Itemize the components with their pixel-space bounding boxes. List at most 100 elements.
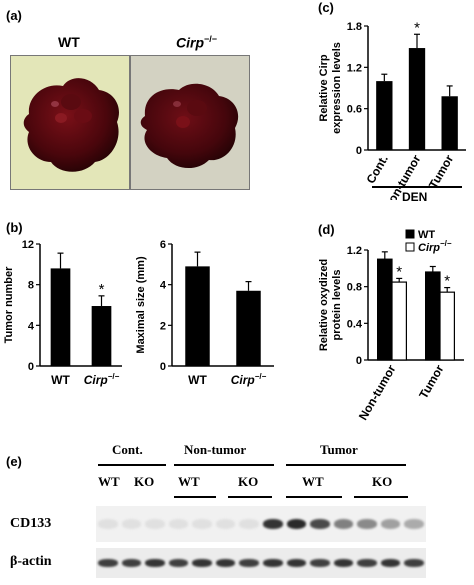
c-ytick-label-3: 1.8: [347, 21, 362, 33]
b-left-bar-1: [91, 306, 112, 366]
d-xtick-label-1: Tumor: [416, 362, 447, 401]
den-bracket-line: [372, 186, 462, 188]
subheader-cont-wt: WT: [98, 474, 120, 489]
panel-b-label: (b): [6, 220, 23, 235]
d-bar-1-0: [424, 271, 441, 361]
c-ylabel-1: expression levels: [331, 42, 343, 134]
cd133-band: [215, 519, 236, 529]
d-legend-label-0: WT: [418, 229, 435, 241]
c-sig-1: *: [414, 19, 420, 36]
cd133-band: [239, 519, 259, 529]
actin-band: [333, 559, 354, 567]
cd133-band: [404, 519, 424, 529]
ko-liver-image: [140, 83, 239, 169]
cd133-band: [357, 519, 377, 529]
b-left-ylabel-0: Tumor number: [3, 266, 15, 344]
max-size-chart: 0 2 4 6 Maximal size (mm) WT Cirp−/−: [135, 239, 274, 387]
c-ytick-label-2: 1.2: [347, 62, 362, 74]
ko-liver-photo: [130, 55, 250, 190]
d-ytick-label-1: 0.4: [347, 318, 363, 330]
cd133-band: [263, 519, 283, 529]
actin-band: [404, 559, 424, 567]
cd133-band: [333, 519, 354, 529]
actin-band: [357, 559, 377, 567]
cd133-band: [121, 519, 142, 529]
subheader-nt-ko: KO: [238, 474, 259, 489]
b-left-xtick-label-0: WT: [51, 373, 70, 387]
actin-band: [263, 559, 283, 567]
actin-band: [310, 559, 330, 567]
b-left-ytick-label-3: 12: [22, 239, 34, 251]
ko-photo-label-gene: Cirp: [176, 34, 204, 51]
d-sig-1: *: [444, 273, 450, 290]
cd133-band: [380, 519, 401, 529]
subheader-t-ko: KO: [372, 474, 393, 489]
c-xtick-label-0: Cont.: [363, 153, 390, 187]
cd133-band: [168, 519, 189, 529]
ko-photo-label: Cirp−/−: [176, 34, 217, 51]
c-bar-1: [408, 48, 426, 150]
b-right-ytick-label-2: 4: [160, 280, 167, 292]
subline-t-wt: [286, 496, 342, 498]
actin-band: [239, 559, 259, 567]
b-left-bar-0: [50, 268, 71, 366]
b-right-bar-0: [185, 266, 210, 366]
subheader-t-wt: WT: [302, 474, 324, 489]
actin-band: [168, 559, 189, 567]
cd133-band: [286, 519, 307, 529]
wt-liver-image: [23, 78, 119, 172]
b-right-ylabel-0: Maximal size (mm): [135, 256, 147, 354]
b-left-xtick-label-1: Cirp−/−: [84, 372, 120, 387]
panel-e-label: (e): [6, 454, 22, 469]
b-right-ytick-label-1: 2: [160, 320, 166, 332]
d-ylabel-1: protein levels: [331, 270, 343, 341]
den-label: DEN: [402, 190, 428, 204]
panel-d-label: (d): [318, 222, 335, 237]
actin-band: [98, 559, 118, 567]
b-left-sig-1: *: [99, 281, 105, 298]
panel-c-label: (c): [318, 0, 334, 15]
ko-photo-label-sup: −/−: [204, 34, 218, 44]
actin-band: [215, 559, 236, 567]
d-bar-1-1: [439, 291, 455, 361]
subheader-nt-wt: WT: [178, 474, 200, 489]
c-ytick-label-1: 0.6: [347, 104, 362, 116]
b-left-ytick-label-1: 4: [28, 320, 35, 332]
b-left-ytick-label-2: 8: [28, 280, 34, 292]
header-line-cont: [98, 464, 166, 466]
actin-band: [145, 559, 165, 567]
d-ytick-label-0: 0: [356, 355, 362, 367]
wt-liver-photo: [10, 55, 130, 190]
actin-band: [286, 559, 307, 567]
cd133-band: [145, 519, 165, 529]
b-right-bar-1: [236, 290, 261, 366]
d-legend-swatch-0: [405, 229, 415, 239]
cirp-expression-chart: 0 0.6 1.2 1.8 Relative Cirp expression levels…: [318, 19, 466, 200]
c-bar-0: [376, 81, 393, 150]
d-bar-0-0: [376, 258, 393, 361]
b-right-ytick-label-3: 6: [160, 239, 166, 251]
d-ytick-label-2: 0.8: [347, 282, 362, 294]
row-label-actin: β-actin: [10, 554, 52, 569]
d-sig-0: *: [396, 263, 402, 280]
subline-t-ko: [354, 496, 408, 498]
cd133-blot-strip: [96, 506, 426, 542]
tumor-number-chart: 0 4 8 12 Tumor number WT * Cirp−/−: [3, 239, 122, 387]
b-left-ytick-label-0: 0: [28, 361, 34, 373]
header-line-non-tumor: [174, 464, 274, 466]
subline-nt-wt: [174, 496, 216, 498]
cd133-band: [98, 519, 118, 529]
d-bar-0-1: [391, 281, 407, 361]
d-xtick-label-0: Non-tumor: [356, 362, 399, 422]
header-cont: Cont.: [112, 442, 143, 457]
b-right-xtick-label-0: WT: [188, 373, 207, 387]
actin-band: [192, 559, 212, 567]
actin-band: [121, 559, 142, 567]
d-ytick-label-3: 1.2: [347, 245, 362, 257]
d-legend-label-1: Cirp−/−: [418, 239, 452, 254]
subheader-cont-ko: KO: [134, 474, 155, 489]
b-right-xtick-label-1: Cirp−/−: [231, 372, 267, 387]
c-bar-2: [441, 96, 458, 150]
c-ytick-label-0: 0: [356, 145, 362, 157]
cd133-band: [310, 519, 330, 529]
